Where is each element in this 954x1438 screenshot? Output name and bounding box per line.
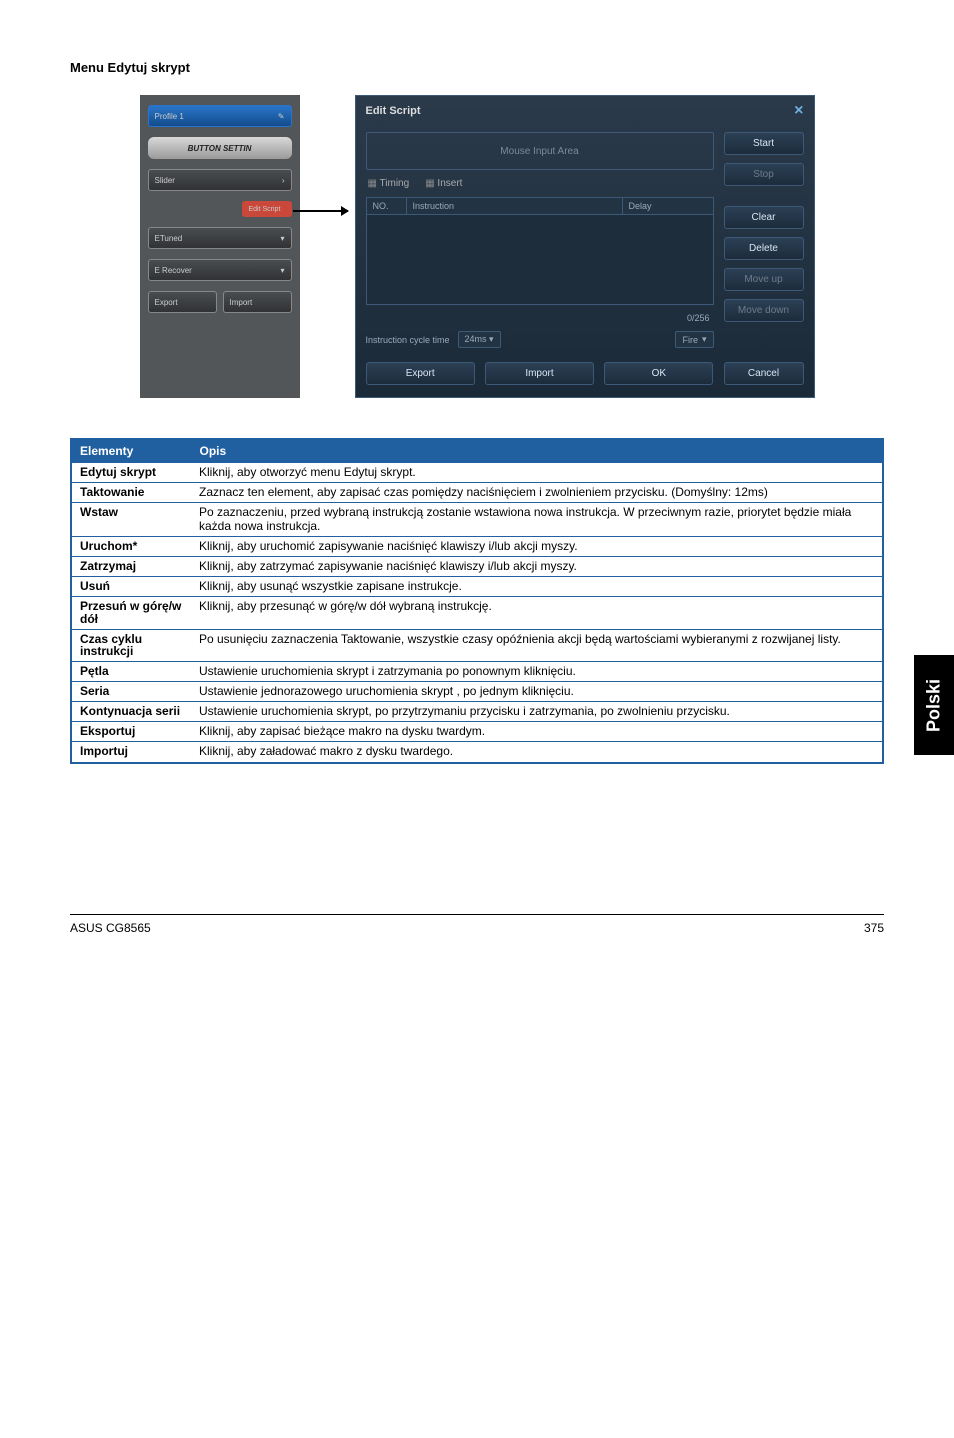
- chevron-down-icon: ▾: [702, 334, 707, 345]
- pencil-icon: ✎: [278, 112, 285, 121]
- table-row: Czas cyklu instrukcjiPo usunięciu zaznac…: [71, 629, 883, 661]
- table-row: SeriaUstawienie jednorazowego uruchomien…: [71, 681, 883, 701]
- left-import-button[interactable]: Import: [223, 291, 292, 313]
- row-value: Kliknij, aby zatrzymać zapisywanie naciś…: [191, 556, 883, 576]
- edit-script-chip[interactable]: Edit Script: [242, 201, 292, 217]
- th-items: Elementy: [71, 439, 191, 463]
- slider-label: Slider: [155, 176, 175, 185]
- row-key: Edytuj skrypt: [71, 463, 191, 483]
- col-no: NO.: [367, 198, 407, 214]
- table-row: Uruchom*Kliknij, aby uruchomić zapisywan…: [71, 536, 883, 556]
- chevron-right-icon: ›: [282, 176, 285, 185]
- dialog-main: Mouse Input Area Timing Insert NO. Instr…: [366, 132, 714, 385]
- row-key: Wstaw: [71, 503, 191, 536]
- th-desc: Opis: [191, 439, 883, 463]
- row-value: Po usunięciu zaznaczenia Taktowanie, wsz…: [191, 629, 883, 661]
- dialog-side: Start Stop Clear Delete Move up Move dow…: [724, 132, 804, 385]
- row-key: Usuń: [71, 577, 191, 597]
- clear-button[interactable]: Clear: [724, 206, 804, 229]
- row-value: Ustawienie jednorazowego uruchomienia sk…: [191, 681, 883, 701]
- table-row: EksportujKliknij, aby zapisać bieżące ma…: [71, 722, 883, 742]
- row-key: Czas cyklu instrukcji: [71, 629, 191, 661]
- delete-button[interactable]: Delete: [724, 237, 804, 260]
- row-value: Zaznacz ten element, aby zapisać czas po…: [191, 483, 883, 503]
- list-header: NO. Instruction Delay: [366, 197, 714, 215]
- row-key: Uruchom*: [71, 536, 191, 556]
- stop-button[interactable]: Stop: [724, 163, 804, 186]
- move-up-button[interactable]: Move up: [724, 268, 804, 291]
- row-value: Kliknij, aby zapisać bieżące makro na dy…: [191, 722, 883, 742]
- row-value: Ustawienie uruchomienia skrypt, po przyt…: [191, 702, 883, 722]
- export-button[interactable]: Export: [366, 362, 475, 385]
- row-value: Kliknij, aby usunąć wszystkie zapisane i…: [191, 577, 883, 597]
- footer-model: ASUS CG8565: [70, 921, 151, 935]
- language-side-tab: Polski: [914, 655, 954, 755]
- etuned-label: ETuned: [155, 234, 183, 243]
- table-row: PętlaUstawienie uruchomienia skrypt i za…: [71, 661, 883, 681]
- page-footer: ASUS CG8565 375: [70, 914, 884, 935]
- erecover-label: E Recover: [155, 266, 192, 275]
- list-body[interactable]: [366, 215, 714, 305]
- row-key: Zatrzymaj: [71, 556, 191, 576]
- row-key: Kontynuacja serii: [71, 702, 191, 722]
- row-key: Eksportuj: [71, 722, 191, 742]
- tab-insert[interactable]: Insert: [425, 178, 462, 189]
- edit-script-dialog: Edit Script × Mouse Input Area Timing In…: [355, 95, 815, 398]
- chevron-down-icon: ▾: [280, 266, 284, 275]
- row-value: Kliknij, aby przesunąć w górę/w dół wybr…: [191, 597, 883, 629]
- arrow-icon: [293, 210, 348, 212]
- table-row: TaktowanieZaznacz ten element, aby zapis…: [71, 483, 883, 503]
- cycle-select[interactable]: 24ms ▾: [458, 331, 501, 348]
- row-value: Ustawienie uruchomienia skrypt i zatrzym…: [191, 661, 883, 681]
- tab-timing[interactable]: Timing: [368, 178, 410, 189]
- erecover-row[interactable]: E Recover ▾: [148, 259, 292, 281]
- fire-select[interactable]: Fire ▾: [675, 331, 713, 348]
- row-key: Taktowanie: [71, 483, 191, 503]
- table-row: ImportujKliknij, aby załadować makro z d…: [71, 742, 883, 763]
- row-key: Importuj: [71, 742, 191, 763]
- move-down-button[interactable]: Move down: [724, 299, 804, 322]
- start-button[interactable]: Start: [724, 132, 804, 155]
- slider-row[interactable]: Slider ›: [148, 169, 292, 191]
- table-row: Kontynuacja seriiUstawienie uruchomienia…: [71, 702, 883, 722]
- col-delay: Delay: [623, 198, 713, 214]
- mouse-input-area[interactable]: Mouse Input Area: [366, 132, 714, 170]
- section-title: Menu Edytuj skrypt: [70, 60, 884, 75]
- fire-label: Fire: [682, 335, 698, 345]
- etuned-row[interactable]: ETuned ▾: [148, 227, 292, 249]
- button-settings-badge[interactable]: BUTTON SETTIN: [148, 137, 292, 159]
- table-row: ZatrzymajKliknij, aby zatrzymać zapisywa…: [71, 556, 883, 576]
- table-row: UsuńKliknij, aby usunąć wszystkie zapisa…: [71, 577, 883, 597]
- row-value: Kliknij, aby załadować makro z dysku twa…: [191, 742, 883, 763]
- left-export-button[interactable]: Export: [148, 291, 217, 313]
- profile-label: Profile 1: [155, 112, 184, 121]
- import-button[interactable]: Import: [485, 362, 594, 385]
- cancel-button[interactable]: Cancel: [724, 362, 804, 385]
- cycle-label: Instruction cycle time: [366, 335, 450, 345]
- row-key: Przesuń w górę/w dół: [71, 597, 191, 629]
- row-key: Seria: [71, 681, 191, 701]
- table-row: Edytuj skryptKliknij, aby otworzyć menu …: [71, 463, 883, 483]
- left-panel: Profile 1 ✎ BUTTON SETTIN Slider › Edit Sc…: [140, 95, 300, 398]
- footer-page-number: 375: [864, 921, 884, 935]
- row-key: Pętla: [71, 661, 191, 681]
- row-value: Kliknij, aby uruchomić zapisywanie naciś…: [191, 536, 883, 556]
- col-instruction: Instruction: [407, 198, 623, 214]
- chevron-down-icon: ▾: [280, 234, 284, 243]
- table-row: Przesuń w górę/w dółKliknij, aby przesun…: [71, 597, 883, 629]
- explanation-table: Elementy Opis Edytuj skryptKliknij, aby …: [70, 438, 884, 764]
- row-value: Kliknij, aby otworzyć menu Edytuj skrypt…: [191, 463, 883, 483]
- dialog-title: Edit Script: [366, 105, 421, 117]
- table-row: WstawPo zaznaczeniu, przed wybraną instr…: [71, 503, 883, 536]
- counter: 0/256: [366, 313, 714, 323]
- row-value: Po zaznaczeniu, przed wybraną instrukcją…: [191, 503, 883, 536]
- close-icon[interactable]: ×: [794, 102, 803, 120]
- screenshot-composite: Profile 1 ✎ BUTTON SETTIN Slider › Edit Sc…: [70, 95, 884, 398]
- ok-button[interactable]: OK: [604, 362, 713, 385]
- profile-button[interactable]: Profile 1 ✎: [148, 105, 292, 127]
